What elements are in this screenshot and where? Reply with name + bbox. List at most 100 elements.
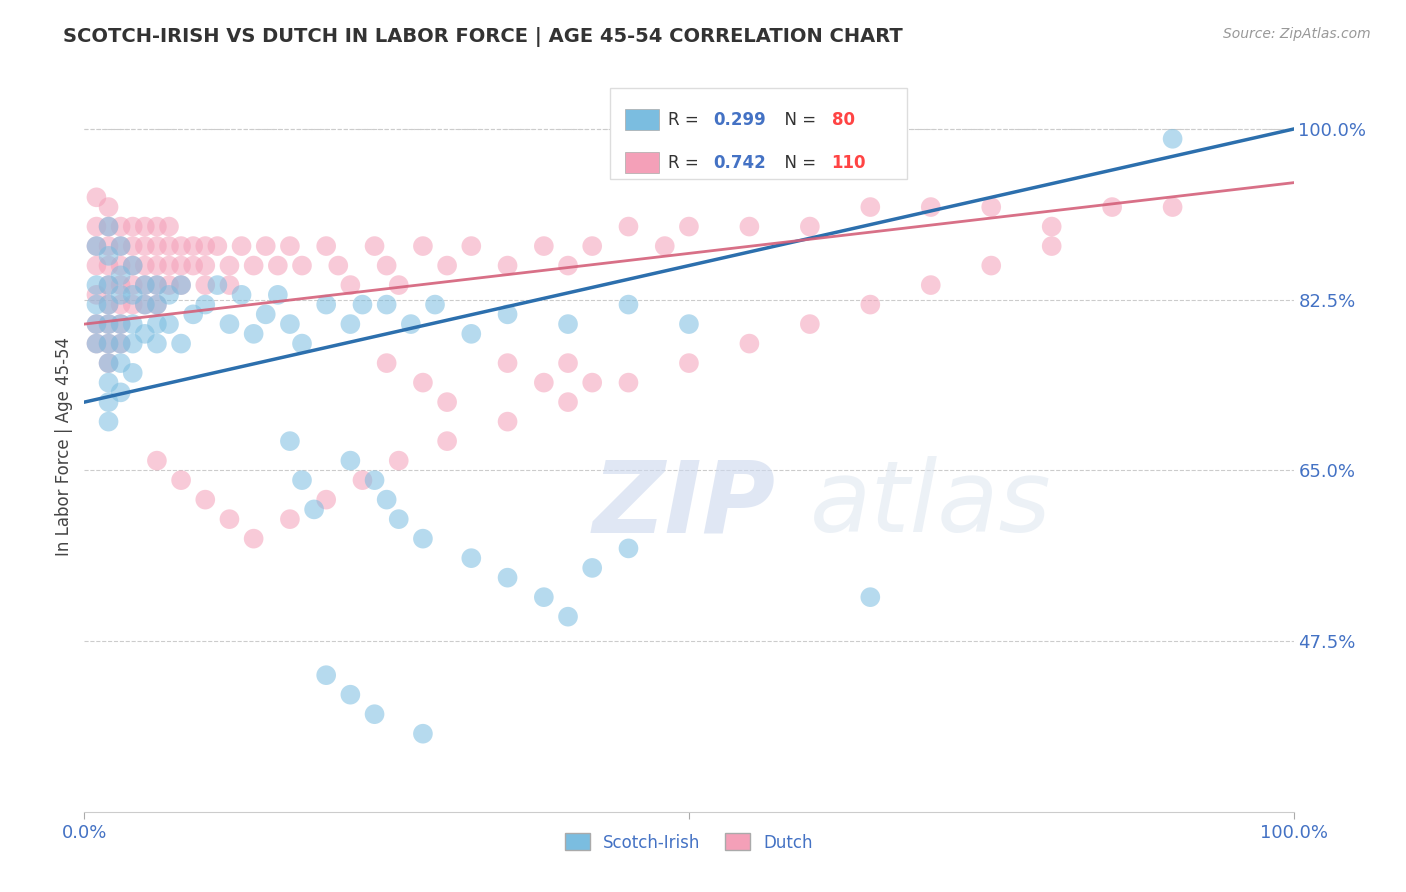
Point [110, 336, 132, 351]
Point [496, 259, 519, 273]
Point [97, 376, 120, 390]
Point [134, 326, 156, 341]
Point [97, 200, 120, 214]
Point [460, 551, 482, 566]
Point [134, 259, 156, 273]
Point [617, 219, 640, 234]
Point [496, 415, 519, 429]
Point [980, 259, 1002, 273]
Bar [610, 87, 907, 179]
Point [1040, 239, 1063, 253]
Point [110, 336, 132, 351]
Point [388, 512, 411, 526]
Text: SCOTCH-IRISH VS DUTCH IN LABOR FORCE | AGE 45-54 CORRELATION CHART: SCOTCH-IRISH VS DUTCH IN LABOR FORCE | A… [63, 27, 903, 46]
Point [267, 259, 290, 273]
Point [86, 190, 108, 204]
Point [170, 259, 193, 273]
Text: N =: N = [773, 111, 821, 128]
Point [291, 336, 314, 351]
Point [181, 239, 204, 253]
Point [194, 278, 217, 293]
Point [388, 278, 411, 293]
Point [678, 219, 700, 234]
Point [97, 278, 120, 293]
Point [533, 239, 555, 253]
Point [1161, 132, 1184, 146]
Point [146, 278, 169, 293]
Point [86, 317, 108, 331]
Point [267, 288, 290, 302]
Point [581, 561, 603, 575]
Point [242, 326, 264, 341]
Point [533, 376, 555, 390]
Text: 0.299: 0.299 [713, 111, 766, 128]
Point [110, 288, 132, 302]
Point [110, 239, 132, 253]
Point [557, 317, 579, 331]
Point [242, 259, 264, 273]
Point [110, 356, 132, 370]
Point [157, 288, 180, 302]
Point [339, 278, 361, 293]
Point [278, 239, 301, 253]
Point [278, 512, 301, 526]
Point [339, 317, 361, 331]
Point [146, 297, 169, 311]
Point [134, 278, 156, 293]
Point [97, 356, 120, 370]
Point [146, 336, 169, 351]
Point [278, 434, 301, 449]
Point [110, 268, 132, 283]
Point [181, 307, 204, 321]
Point [242, 532, 264, 546]
Point [97, 336, 120, 351]
Point [436, 395, 458, 409]
Point [388, 453, 411, 467]
Point [557, 395, 579, 409]
Point [207, 278, 229, 293]
Point [557, 259, 579, 273]
Point [339, 688, 361, 702]
Point [460, 239, 482, 253]
Point [86, 259, 108, 273]
Point [194, 239, 217, 253]
Point [146, 453, 169, 467]
Text: R =: R = [668, 111, 704, 128]
Point [110, 219, 132, 234]
Point [97, 278, 120, 293]
Point [86, 239, 108, 253]
Point [218, 278, 240, 293]
Point [121, 259, 143, 273]
Point [328, 259, 350, 273]
Point [412, 376, 434, 390]
Point [134, 297, 156, 311]
Point [97, 259, 120, 273]
Point [86, 288, 108, 302]
Point [121, 366, 143, 380]
Point [315, 239, 337, 253]
Point [581, 239, 603, 253]
Bar [624, 110, 659, 130]
Point [315, 297, 337, 311]
Point [97, 317, 120, 331]
Point [86, 336, 108, 351]
Point [678, 317, 700, 331]
Point [533, 590, 555, 604]
Point [110, 239, 132, 253]
Point [278, 317, 301, 331]
Point [231, 288, 253, 302]
Point [170, 239, 193, 253]
Point [86, 336, 108, 351]
Point [170, 278, 193, 293]
Point [436, 259, 458, 273]
Point [254, 239, 277, 253]
Point [157, 239, 180, 253]
Point [121, 239, 143, 253]
Point [412, 239, 434, 253]
Point [218, 317, 240, 331]
Point [110, 278, 132, 293]
Point [146, 219, 169, 234]
Point [181, 259, 204, 273]
Point [134, 239, 156, 253]
Point [617, 541, 640, 556]
